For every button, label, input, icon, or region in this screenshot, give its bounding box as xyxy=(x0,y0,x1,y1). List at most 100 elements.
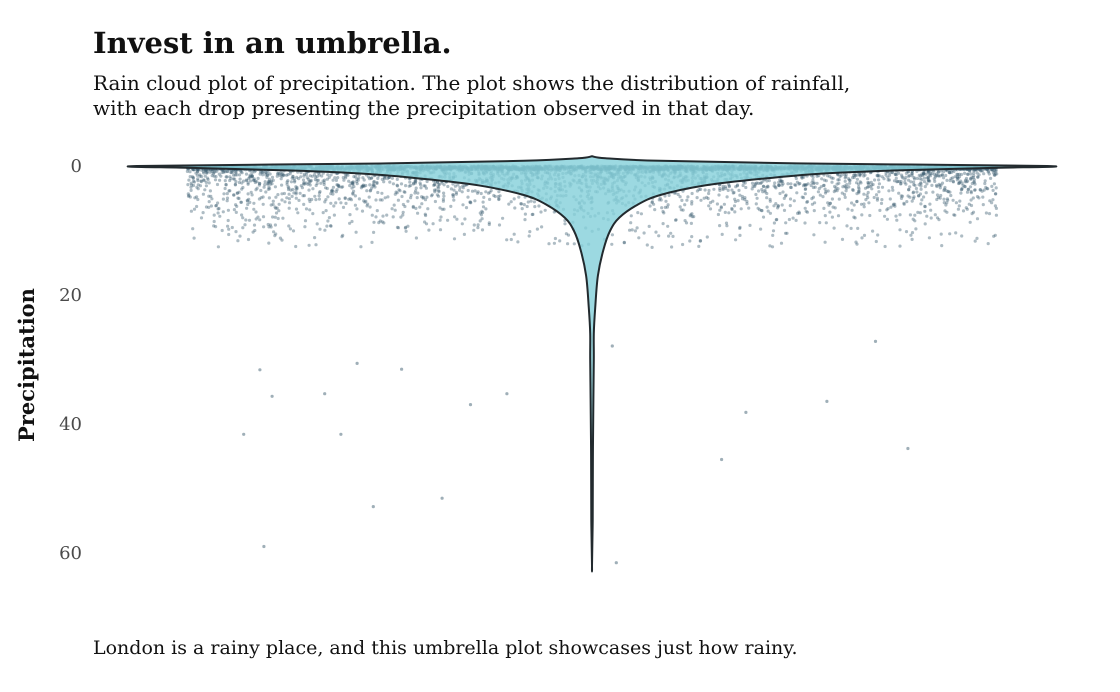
rain-drop-point xyxy=(350,180,354,184)
rain-drop-point xyxy=(250,174,254,178)
rain-drop-point xyxy=(968,185,973,189)
rain-drop-point xyxy=(765,191,769,196)
rain-drop-point xyxy=(237,173,242,177)
rain-drop-point xyxy=(351,180,355,184)
rain-drop-point xyxy=(435,180,439,184)
rain-drop-point xyxy=(946,198,950,202)
rain-drop-point xyxy=(288,172,292,176)
rain-drop-point xyxy=(942,197,946,201)
rain-drop-point xyxy=(899,196,904,200)
rain-drop-point xyxy=(707,188,711,193)
rain-drop-point xyxy=(778,191,782,196)
rain-drop-point xyxy=(920,198,924,202)
rain-drop-point xyxy=(532,200,537,204)
rain-drop-point xyxy=(647,224,651,228)
rain-drop-point xyxy=(419,183,423,187)
rain-drop-point xyxy=(468,200,472,204)
rain-drop-point xyxy=(256,176,260,180)
rain-drop-point xyxy=(938,196,942,200)
rain-drop-point xyxy=(967,168,972,172)
rain-drop-point xyxy=(828,201,832,205)
rain-drop-point xyxy=(661,222,665,226)
rain-drop-point xyxy=(660,206,664,210)
rain-drop-point xyxy=(312,173,317,177)
rain-drop-point xyxy=(911,191,915,195)
rain-drop-point xyxy=(816,190,821,194)
rain-drop-point xyxy=(479,191,483,196)
rain-drop-point xyxy=(190,183,194,187)
rain-drop-point xyxy=(844,175,848,179)
rain-drop-point xyxy=(254,188,258,192)
rain-drop-point xyxy=(992,234,996,238)
rain-drop-point xyxy=(610,242,614,246)
rain-drop-point xyxy=(273,223,277,227)
rain-drop-point xyxy=(308,183,312,187)
rain-drop-point xyxy=(325,186,329,191)
rain-drop-point xyxy=(971,176,976,180)
rain-drop-point xyxy=(622,241,626,245)
rain-drop-point xyxy=(301,194,305,198)
rain-drop-point xyxy=(883,214,887,218)
rain-drop-point xyxy=(965,180,969,184)
rain-drop-point xyxy=(895,218,899,222)
rain-drop-point xyxy=(944,188,948,193)
rain-drop-point xyxy=(252,178,256,182)
rain-drop-point xyxy=(989,176,993,180)
rain-drop-point xyxy=(645,243,649,247)
rain-drop-point xyxy=(273,215,277,219)
rain-drop-point xyxy=(967,202,971,206)
rain-drop-point xyxy=(214,204,218,208)
rain-drop-point xyxy=(734,185,738,189)
rain-drop-point xyxy=(946,189,950,193)
rain-drop-point xyxy=(217,172,221,176)
rain-drop-point xyxy=(355,182,359,186)
rain-drop-point xyxy=(926,170,930,175)
rain-drop-point xyxy=(227,189,231,193)
rain-drop-point xyxy=(192,168,196,172)
rain-drop-point xyxy=(266,187,270,191)
rain-drop-point xyxy=(743,198,747,202)
rain-drop-point xyxy=(416,191,420,195)
rain-drop-point xyxy=(874,193,879,197)
rain-drop-point xyxy=(429,194,434,198)
rain-drop-point xyxy=(917,194,921,198)
rain-drop-point xyxy=(225,169,229,174)
rain-drop-point xyxy=(698,239,702,243)
rain-drop-point xyxy=(461,184,465,188)
rain-drop-point xyxy=(903,177,907,181)
rain-drop-point xyxy=(537,204,541,208)
rain-drop-point xyxy=(351,182,355,186)
rain-drop-point xyxy=(195,204,199,209)
rain-drop-point xyxy=(777,183,781,187)
rain-drop-point xyxy=(764,185,768,189)
rain-drop-point xyxy=(396,198,400,202)
rain-drop-point xyxy=(220,228,224,233)
rain-drop-point xyxy=(975,171,979,175)
rain-drop-point xyxy=(875,196,880,200)
rain-drop-point xyxy=(231,177,236,181)
rain-drop-point xyxy=(404,229,408,233)
rain-drop-point xyxy=(988,199,992,203)
rain-drop-point xyxy=(724,221,729,225)
rain-drop-point xyxy=(254,217,258,221)
rain-drop-point xyxy=(875,198,880,202)
rain-drop-point xyxy=(294,185,298,189)
rain-drop-point xyxy=(273,234,277,238)
rain-drop-point xyxy=(468,403,473,407)
rain-drop-point xyxy=(910,199,914,203)
rain-drop-point xyxy=(317,197,321,201)
rain-drop-point xyxy=(866,185,870,189)
rain-drop-point xyxy=(352,185,356,189)
rain-drop-point xyxy=(424,213,428,218)
rain-drop-point xyxy=(207,194,211,198)
rain-drop-point xyxy=(220,170,224,175)
rain-drop-point xyxy=(893,172,897,176)
rain-drop-point xyxy=(207,200,211,204)
rain-drop-point xyxy=(446,184,450,189)
rain-drop-point xyxy=(717,193,721,197)
rain-drop-point xyxy=(943,185,947,190)
rain-drop-point xyxy=(327,175,331,179)
rain-drop-point xyxy=(922,195,926,199)
rain-drop-point xyxy=(871,182,875,187)
rain-drop-point xyxy=(972,180,976,184)
